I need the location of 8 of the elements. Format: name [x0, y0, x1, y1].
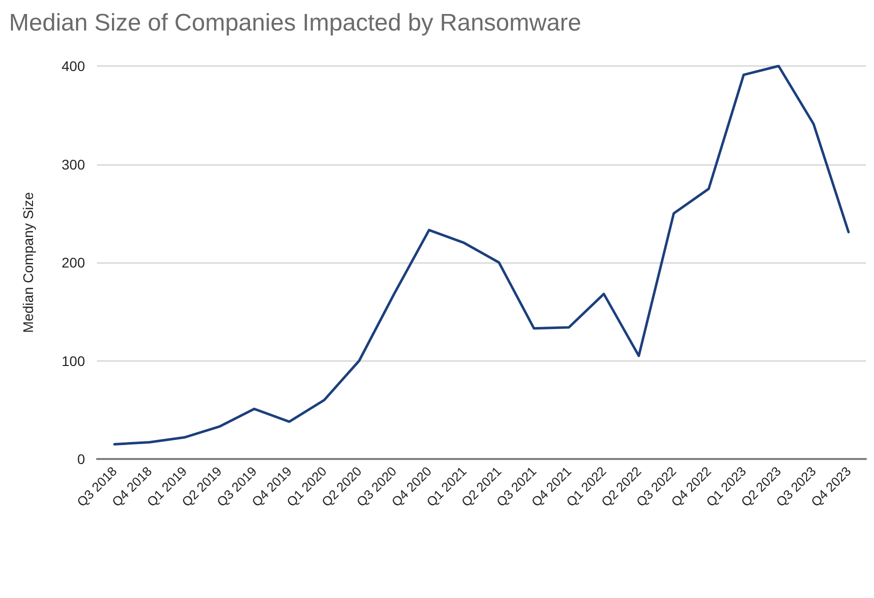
- y-tick-label: 400: [62, 58, 86, 74]
- y-tick-label: 300: [62, 156, 86, 172]
- chart-title: Median Size of Companies Impacted by Ransomware: [9, 10, 582, 36]
- y-tick-label: 100: [62, 352, 86, 369]
- y-tick-label: 0: [77, 451, 86, 467]
- y-axis-title: Median Company Size: [20, 192, 36, 333]
- line-series: [113, 64, 850, 446]
- y-tick-label: 200: [62, 254, 86, 270]
